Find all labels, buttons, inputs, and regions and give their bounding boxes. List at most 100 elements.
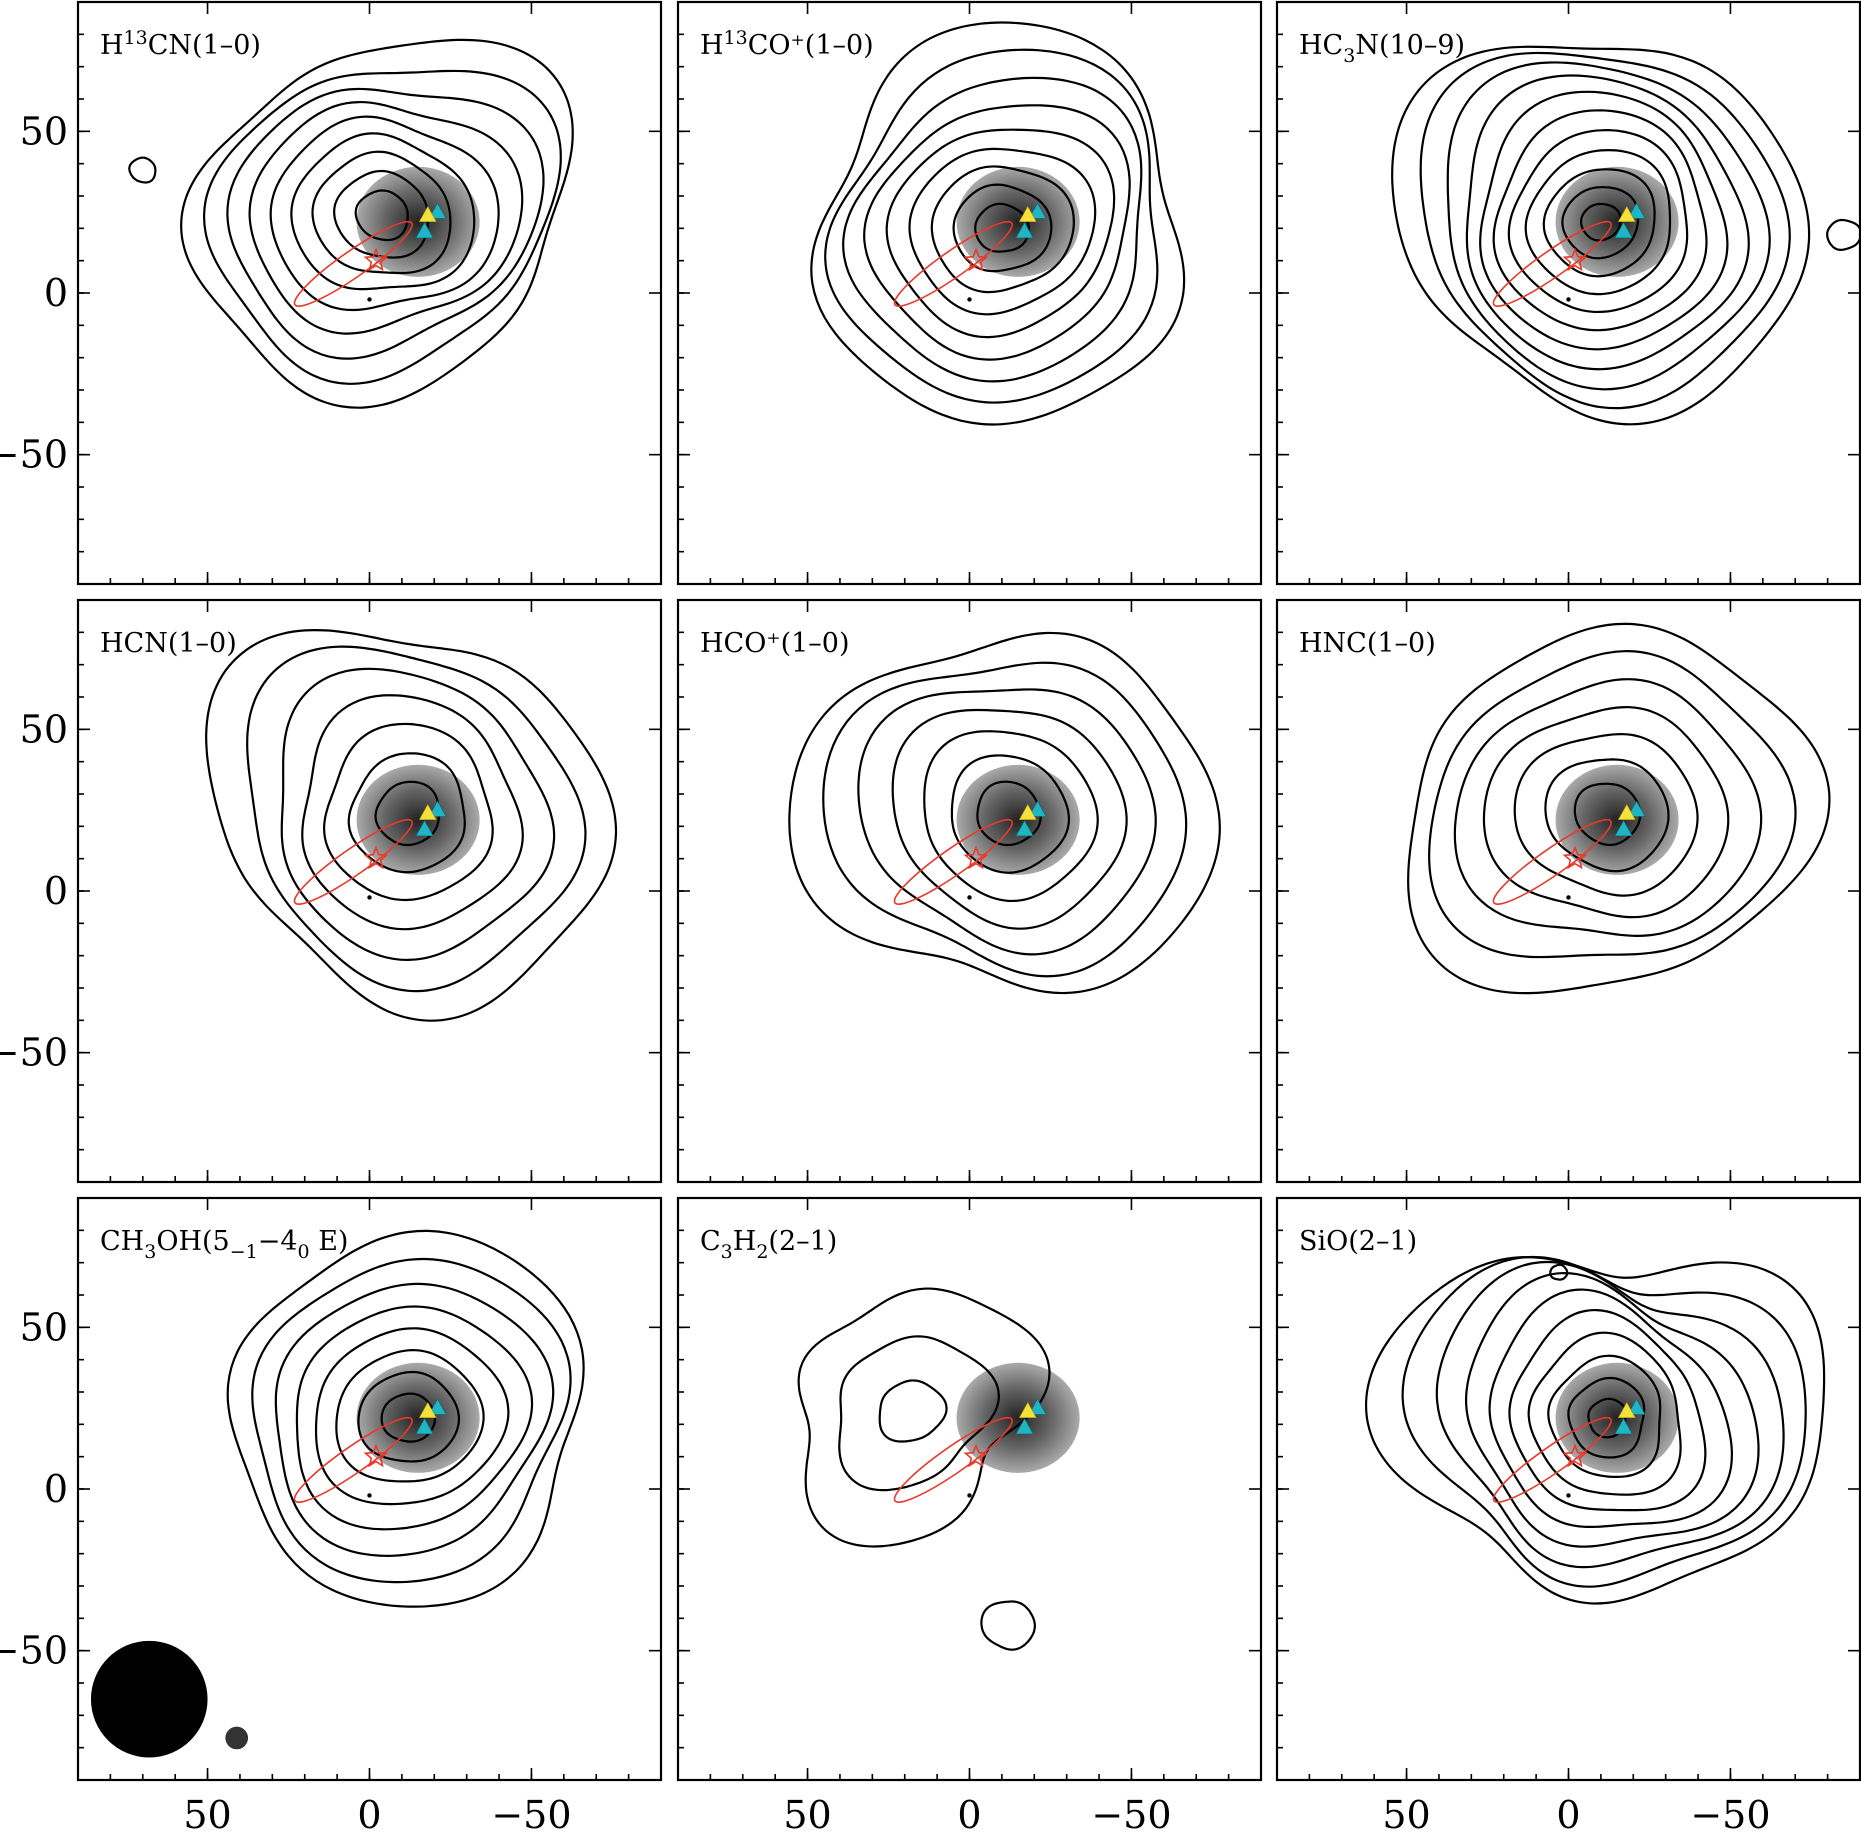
contour-line bbox=[788, 631, 1221, 995]
contour-line bbox=[930, 165, 1075, 294]
outflow-ellipse bbox=[1492, 818, 1612, 905]
contour-line bbox=[226, 1229, 585, 1608]
contour-line bbox=[1446, 61, 1771, 391]
contour-line bbox=[1465, 1272, 1760, 1548]
contour-line bbox=[335, 1349, 485, 1483]
cyan-triangle-marker bbox=[415, 819, 434, 837]
dot-marker bbox=[367, 895, 372, 900]
yellow-triangle-marker bbox=[1018, 803, 1037, 820]
panel-ch3oh: 50 0 −50 50 0 −50 CH3OH(5−1−40 E) bbox=[0, 1196, 663, 1837]
contour-line bbox=[1479, 90, 1729, 351]
panel-label-hcn: HCN(1–0) bbox=[100, 628, 237, 659]
outflow-ellipse bbox=[893, 1416, 1013, 1503]
star-marker bbox=[363, 247, 389, 272]
contour-line bbox=[863, 104, 1131, 361]
y-tick-label: 50 bbox=[20, 1305, 68, 1349]
cyan-triangle-marker bbox=[415, 1417, 434, 1435]
continuum-emission bbox=[1555, 764, 1679, 875]
contour-line bbox=[842, 76, 1143, 383]
contour-line bbox=[952, 183, 1053, 273]
beam-small bbox=[225, 1726, 249, 1750]
contour-line bbox=[290, 132, 476, 291]
cyan-triangle-marker bbox=[1627, 1398, 1646, 1415]
contour-line bbox=[1488, 1288, 1734, 1529]
star-marker bbox=[1562, 1443, 1588, 1468]
panel-label-ch3oh: CH3OH(5−1−40 E) bbox=[100, 1226, 348, 1263]
dot-marker bbox=[967, 1493, 972, 1498]
star-marker bbox=[1562, 845, 1588, 870]
panel-label-h13cn: H13CN(1–0) bbox=[100, 27, 261, 61]
contour-line bbox=[202, 69, 562, 385]
contour-line bbox=[1492, 109, 1708, 332]
contour-line bbox=[301, 694, 524, 931]
contour-line bbox=[1407, 622, 1831, 995]
y-tick-label: 50 bbox=[20, 707, 68, 751]
contour-line bbox=[354, 189, 409, 242]
outflow-ellipse bbox=[1492, 1416, 1612, 1503]
contour-line bbox=[347, 752, 466, 874]
panel-frame bbox=[676, 598, 1263, 1184]
contour-line bbox=[1527, 1331, 1682, 1496]
yellow-triangle-marker bbox=[418, 803, 437, 820]
contour-line bbox=[274, 1282, 555, 1557]
y-tick-label: 0 bbox=[44, 271, 68, 315]
star-marker bbox=[363, 1443, 389, 1468]
panel-h13co: H13CO⁺(1–0) bbox=[676, 0, 1263, 586]
x-tick-label: 50 bbox=[1382, 1793, 1430, 1837]
contour-line bbox=[1547, 1354, 1662, 1479]
dot-marker bbox=[1566, 297, 1571, 302]
contour-line bbox=[226, 87, 545, 360]
contour-loop bbox=[1549, 1263, 1569, 1281]
contour-line bbox=[1428, 650, 1797, 959]
cyan-triangle-marker bbox=[428, 202, 447, 219]
contour-line bbox=[1524, 148, 1672, 296]
cyan-triangle-marker bbox=[1015, 819, 1034, 837]
contour-line bbox=[248, 100, 524, 335]
panel-label-hnc: HNC(1–0) bbox=[1299, 628, 1436, 659]
cyan-triangle-marker bbox=[1028, 1398, 1047, 1415]
contour-line bbox=[891, 708, 1128, 930]
contour-line bbox=[1482, 706, 1730, 919]
continuum-emission bbox=[356, 166, 480, 277]
cyan-triangle-marker bbox=[1015, 221, 1034, 239]
yellow-triangle-marker bbox=[1617, 205, 1636, 222]
cyan-triangle-marker bbox=[428, 800, 447, 817]
continuum-emission bbox=[1555, 166, 1679, 277]
contour-line bbox=[1542, 168, 1656, 278]
x-tick-label: 0 bbox=[1556, 1793, 1580, 1837]
contour-line bbox=[1364, 1256, 1826, 1605]
contour-loop bbox=[1826, 218, 1860, 252]
contour-line bbox=[1513, 732, 1699, 897]
dot-marker bbox=[967, 297, 972, 302]
contour-line bbox=[1508, 1308, 1707, 1512]
x-tick-label: 0 bbox=[357, 1793, 381, 1837]
contour-line bbox=[1401, 1255, 1807, 1588]
contour-line bbox=[269, 115, 500, 312]
contour-line bbox=[1419, 51, 1791, 410]
continuum-emission bbox=[956, 764, 1080, 875]
contour-line bbox=[878, 1379, 948, 1443]
contour-line bbox=[857, 688, 1157, 956]
cyan-triangle-marker bbox=[428, 1398, 447, 1415]
y-tick-label: −50 bbox=[0, 433, 68, 477]
x-tick-label: 50 bbox=[183, 1793, 231, 1837]
yellow-triangle-marker bbox=[1617, 803, 1636, 820]
x-tick-label: −50 bbox=[491, 1793, 571, 1837]
x-tick-label: 50 bbox=[783, 1793, 831, 1837]
contour-line bbox=[280, 667, 556, 962]
contour-line bbox=[1567, 1376, 1646, 1459]
x-tick-label: −50 bbox=[1091, 1793, 1171, 1837]
dot-marker bbox=[367, 1493, 372, 1498]
contour-line bbox=[1561, 186, 1640, 260]
panel-hnc: HNC(1–0) bbox=[1275, 598, 1861, 1184]
cyan-triangle-marker bbox=[1028, 800, 1047, 817]
y-tick-label: −50 bbox=[0, 1629, 68, 1673]
outflow-ellipse bbox=[1492, 220, 1612, 307]
cyan-triangle-marker bbox=[1614, 221, 1633, 239]
star-marker bbox=[363, 845, 389, 870]
yellow-triangle-marker bbox=[418, 1401, 437, 1418]
contour-line bbox=[838, 1335, 1000, 1492]
y-tick-label: −50 bbox=[0, 1031, 68, 1075]
panel-label-c3h2: C3H2(2–1) bbox=[700, 1226, 837, 1263]
